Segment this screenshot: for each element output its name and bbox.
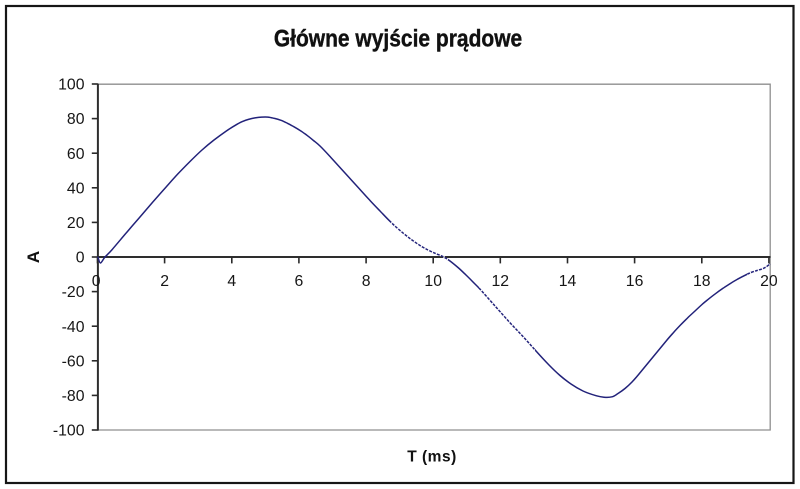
svg-text:-20: -20 <box>62 284 85 301</box>
svg-text:14: 14 <box>559 273 577 290</box>
svg-text:100: 100 <box>58 77 85 94</box>
svg-text:20: 20 <box>760 273 778 290</box>
svg-text:10: 10 <box>424 273 442 290</box>
svg-text:20: 20 <box>67 215 85 232</box>
svg-text:80: 80 <box>67 111 85 128</box>
svg-text:-100: -100 <box>53 423 85 440</box>
svg-text:60: 60 <box>67 146 85 163</box>
svg-text:40: 40 <box>67 180 85 197</box>
svg-text:6: 6 <box>295 273 304 290</box>
svg-text:18: 18 <box>693 273 711 290</box>
svg-text:0: 0 <box>92 273 101 290</box>
svg-text:A: A <box>24 251 43 263</box>
svg-text:2: 2 <box>160 273 169 290</box>
svg-text:-80: -80 <box>62 388 85 405</box>
svg-text:16: 16 <box>626 273 644 290</box>
svg-text:T (ms): T (ms) <box>407 449 457 466</box>
svg-text:Główne wyjście prądowe: Główne wyjście prądowe <box>274 25 522 52</box>
svg-text:12: 12 <box>492 273 510 290</box>
svg-text:-60: -60 <box>62 353 85 370</box>
svg-text:0: 0 <box>76 250 85 267</box>
svg-text:4: 4 <box>227 273 236 290</box>
svg-text:8: 8 <box>362 273 371 290</box>
svg-text:-40: -40 <box>62 319 85 336</box>
